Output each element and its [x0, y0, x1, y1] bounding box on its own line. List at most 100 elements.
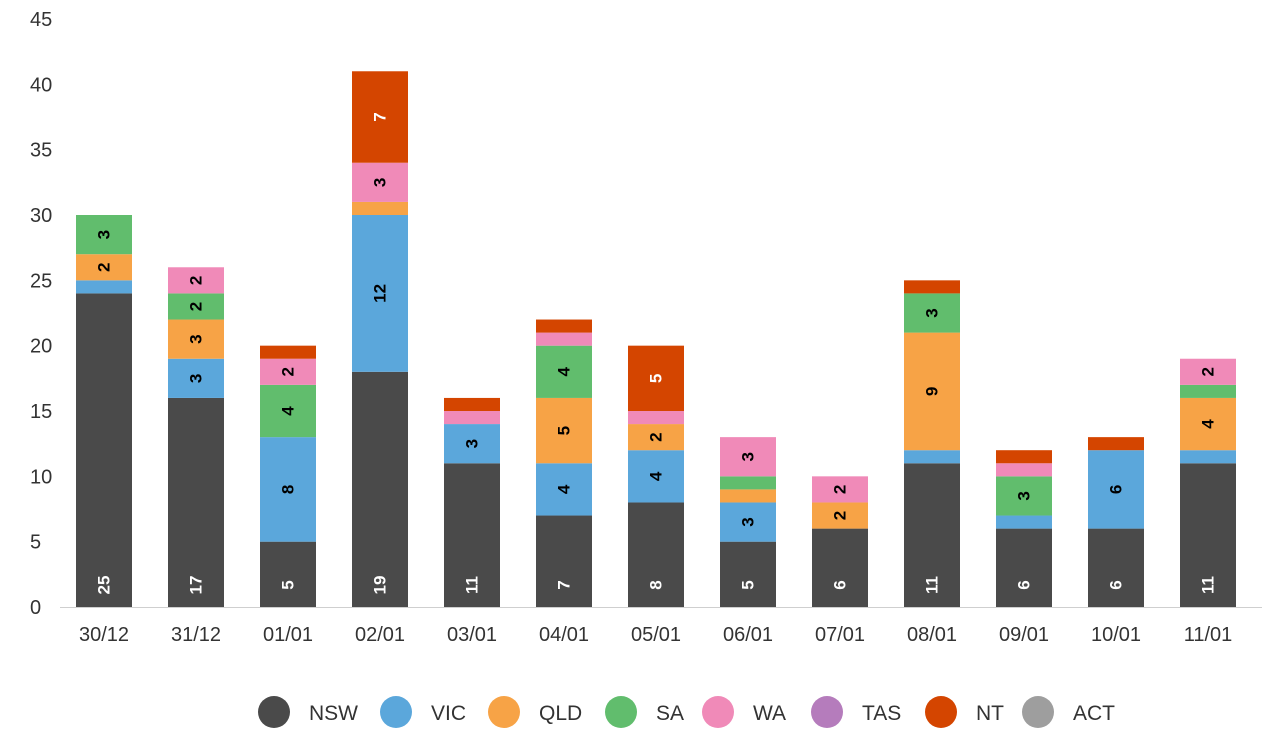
bar-segment-nsw [812, 528, 868, 607]
y-tick-label: 10 [30, 466, 52, 488]
data-label: 9 [923, 387, 942, 396]
data-label: 2 [831, 511, 850, 520]
x-tick-label: 31/12 [171, 624, 221, 646]
x-tick-label: 06/01 [723, 624, 773, 646]
bar-segment-sa [536, 345, 592, 398]
bar-segment-nsw [1088, 528, 1144, 607]
legend-label-vic: VIC [431, 702, 466, 725]
bar-segment-vic [352, 215, 408, 372]
x-tick-label: 08/01 [907, 624, 957, 646]
bar-segment-qld [628, 424, 684, 451]
x-tick-label: 11/01 [1184, 624, 1233, 646]
bar-segment-qld [720, 489, 776, 503]
y-tick-label: 25 [30, 270, 52, 292]
bar-segment-sa [1180, 384, 1236, 398]
data-label: 5 [555, 426, 574, 435]
data-label: 4 [555, 367, 574, 377]
bar-segment-vic [720, 502, 776, 542]
data-label: 2 [187, 276, 206, 285]
data-label: 6 [1107, 485, 1126, 494]
legend-swatch-wa [702, 696, 734, 728]
legend-label-wa: WA [753, 702, 786, 725]
bar-segment-sa [904, 293, 960, 333]
legend-swatch-act [1022, 696, 1054, 728]
bar-segment-qld [352, 201, 408, 215]
data-label: 3 [739, 452, 758, 461]
bar-segment-wa [536, 332, 592, 346]
bar-segment-sa [996, 476, 1052, 516]
legend-label-sa: SA [656, 702, 684, 725]
legend-swatch-sa [605, 696, 637, 728]
bar-segment-nt [536, 319, 592, 333]
bar-segment-qld [904, 332, 960, 451]
bar-segment-nsw [76, 293, 132, 607]
legend-swatch-qld [488, 696, 520, 728]
data-label: 5 [279, 580, 298, 589]
data-label: 11 [1199, 576, 1218, 594]
x-tick-label: 07/01 [815, 624, 865, 646]
x-tick-label: 01/01 [263, 624, 313, 646]
bar-segment-sa [720, 476, 776, 490]
bar-segment-nsw [720, 541, 776, 607]
data-label: 3 [463, 439, 482, 448]
legend-swatch-nsw [258, 696, 290, 728]
bar-segment-nsw [996, 528, 1052, 607]
bar-segment-qld [536, 397, 592, 464]
y-tick-label: 5 [30, 532, 41, 554]
bar-segment-wa [720, 437, 776, 477]
data-label: 2 [187, 302, 206, 311]
x-tick-label: 05/01 [631, 624, 681, 646]
legend-label-nt: NT [976, 702, 1004, 725]
legend-swatch-vic [380, 696, 412, 728]
data-label: 6 [831, 580, 850, 589]
bar-segment-vic [536, 463, 592, 516]
data-label: 7 [555, 580, 574, 589]
x-tick-label: 30/12 [79, 624, 129, 646]
bar-segment-vic [1088, 450, 1144, 529]
data-label: 19 [371, 576, 390, 595]
data-label: 3 [371, 178, 390, 187]
data-label: 25 [95, 576, 114, 595]
bar-segment-nsw [352, 371, 408, 607]
bar-segment-nsw [536, 515, 592, 607]
bar-segment-nt [996, 450, 1052, 464]
data-label: 11 [463, 576, 482, 594]
bar-segment-nt [352, 71, 408, 163]
data-label: 3 [739, 517, 758, 526]
legend-label-nsw: NSW [309, 702, 358, 725]
data-label: 4 [555, 484, 574, 494]
bar-segment-nsw [628, 502, 684, 607]
x-tick-label: 03/01 [447, 624, 497, 646]
bar-segment-qld [812, 502, 868, 529]
bar-segment-wa [352, 162, 408, 202]
bar-segment-vic [628, 450, 684, 503]
bar-segment-wa [444, 411, 500, 425]
bar-segment-nt [444, 397, 500, 411]
legend-label-act: ACT [1073, 702, 1115, 725]
bar-segment-nt [904, 280, 960, 294]
data-label: 3 [923, 308, 942, 317]
bar-segment-nt [1088, 437, 1144, 451]
y-tick-label: 35 [30, 140, 52, 162]
data-label: 7 [371, 112, 390, 121]
bar-segment-wa [260, 358, 316, 385]
bar-segment-nsw [260, 541, 316, 607]
bar-segment-nsw [904, 463, 960, 607]
y-tick-label: 30 [30, 205, 52, 227]
data-label: 3 [187, 334, 206, 343]
legend-swatch-tas [811, 696, 843, 728]
legend-label-qld: QLD [539, 702, 582, 725]
bar-segment-sa [168, 293, 224, 320]
data-label: 6 [1107, 580, 1126, 589]
y-tick-label: 45 [30, 9, 52, 31]
bar-segment-sa [76, 215, 132, 255]
data-label: 17 [187, 576, 206, 595]
x-tick-label: 02/01 [355, 624, 405, 646]
bar-segment-vic [904, 450, 960, 464]
data-label: 2 [647, 432, 666, 441]
x-tick-label: 04/01 [539, 624, 589, 646]
bar-segment-vic [996, 515, 1052, 529]
x-tick-label: 09/01 [999, 624, 1049, 646]
